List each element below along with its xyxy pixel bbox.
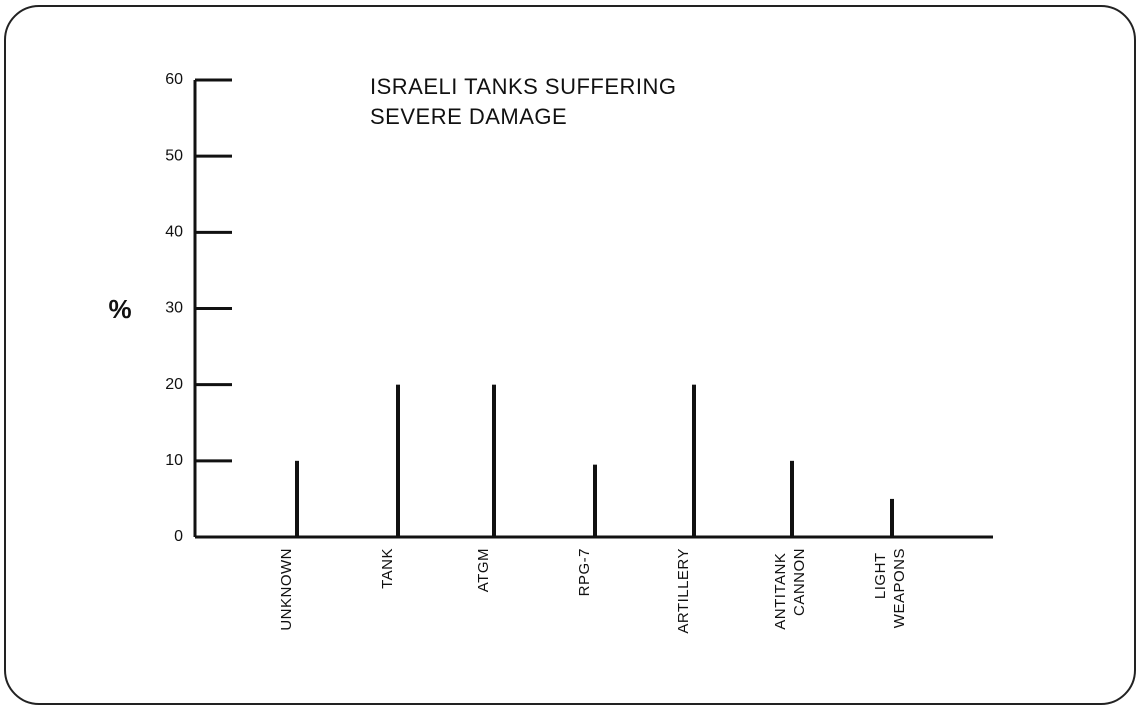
bar: [492, 384, 496, 537]
y-tick-label: 20: [165, 376, 183, 393]
bar: [890, 498, 894, 537]
x-tick-label: ARTILLERY: [675, 548, 692, 634]
x-tick-label: ANTITANK CANNON: [772, 548, 808, 630]
x-tick-label: TANK: [379, 548, 396, 589]
x-tick-label: RPG-7: [576, 548, 593, 596]
chart-title: SEVERE DAMAGE: [370, 104, 567, 129]
y-tick-label: 30: [165, 300, 183, 317]
bar: [593, 464, 597, 537]
label-line: WEAPONS: [891, 548, 908, 628]
label-line: LIGHT: [872, 548, 889, 599]
y-tick-label: 40: [165, 224, 183, 241]
label-line: CANNON: [791, 548, 808, 616]
bar: [692, 384, 696, 537]
y-axis-label: %: [108, 294, 131, 324]
y-tick-label: 60: [165, 71, 183, 88]
label-line: ANTITANK: [772, 548, 789, 630]
frame: [4, 5, 1136, 705]
y-tick-label: 50: [165, 147, 183, 164]
bar: [790, 460, 794, 537]
y-tick-label: 10: [165, 452, 183, 469]
bar: [396, 384, 400, 537]
x-tick-label: LIGHT WEAPONS: [872, 548, 908, 628]
chart-title: ISRAELI TANKS SUFFERING: [370, 74, 677, 99]
x-tick-label: ATGM: [475, 548, 492, 592]
x-tick-label: UNKNOWN: [278, 548, 295, 631]
y-tick-label: 0: [174, 528, 183, 545]
bar: [295, 460, 299, 537]
